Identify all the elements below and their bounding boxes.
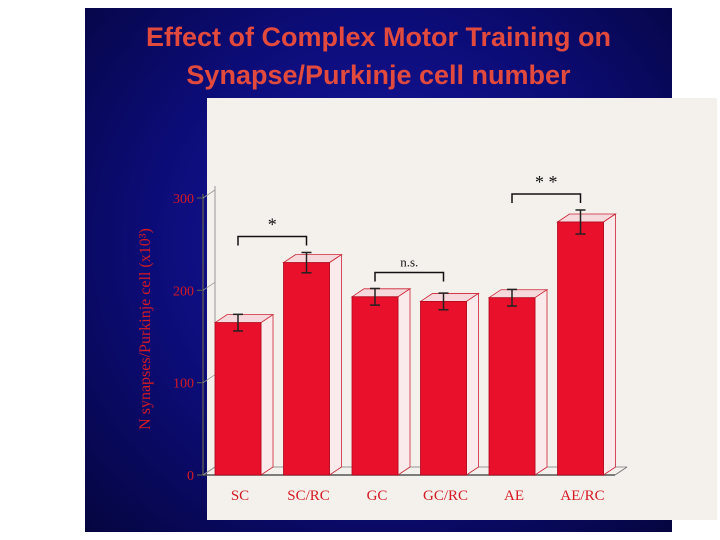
x-tick-label: SC [231,488,249,504]
bar-side-face [466,292,479,476]
y-tick-depth [202,189,216,199]
bar-side-face [534,288,548,476]
significance-label: n.s. [400,254,418,269]
y-tick-depth [202,466,216,476]
x-tick-label: GC/RC [423,488,468,504]
bar-group [350,287,412,476]
x-tick-label: GC [367,488,388,504]
x-tick-label: AE [504,488,524,504]
bar [283,262,330,476]
y-tick-label: 100 [173,377,194,392]
slide-title: Effect of Complex Motor Training on Syna… [85,18,672,94]
bar [488,297,536,476]
y-tick-label: 300 [173,192,194,207]
bar-side-face [260,313,274,476]
chart-bars [213,209,617,476]
title-line-1: Effect of Complex Motor Training on [146,22,611,52]
significance-bracket [374,271,445,282]
significance-label: * [268,214,277,234]
bar-group [556,209,617,476]
y-tick-label: 0 [187,469,194,484]
bar [214,322,262,476]
bar-side-face [397,288,411,476]
bar-side-face [329,253,342,476]
significance-label: * * [535,172,558,192]
chart-annotations: * n.s. * * [237,172,582,282]
y-tick-label: 200 [173,284,194,299]
bar-group [419,292,480,476]
y-tick-depth [202,282,216,291]
bar-group [282,251,343,476]
bar-group [213,313,275,476]
bar [420,301,467,476]
bar [351,296,399,476]
title-line-2: Synapse/Purkinje cell number [186,60,571,90]
significance-bracket [511,193,582,204]
y-tick-depth [202,374,216,383]
y-axis-label: N synapses/Purkinje cell (x10³) [137,228,154,430]
floor-edge-right [614,466,628,476]
x-tick-label: AE/RC [560,488,604,504]
bar-group [487,288,549,476]
bar [557,221,604,476]
significance-bracket [237,235,308,246]
x-tick-label: SC/RC [287,488,330,504]
bar-side-face [603,213,616,476]
